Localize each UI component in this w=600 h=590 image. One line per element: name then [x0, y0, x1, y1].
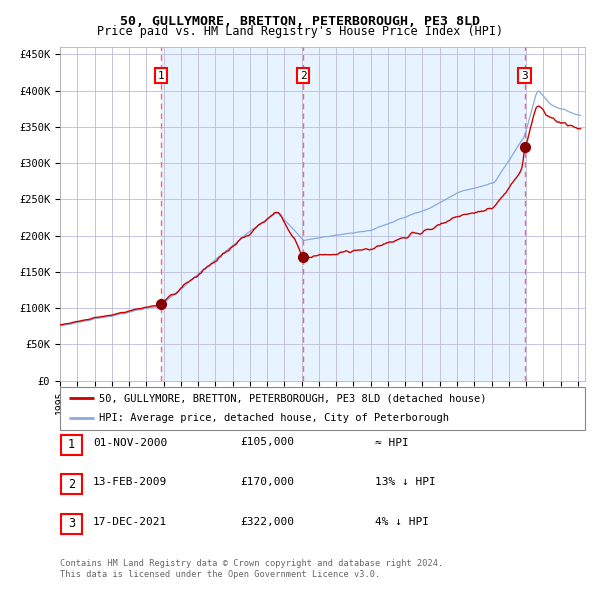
- Text: 13-FEB-2009: 13-FEB-2009: [93, 477, 167, 487]
- Text: ≈ HPI: ≈ HPI: [375, 438, 409, 447]
- Text: HPI: Average price, detached house, City of Peterborough: HPI: Average price, detached house, City…: [100, 414, 449, 424]
- Text: Contains HM Land Registry data © Crown copyright and database right 2024.: Contains HM Land Registry data © Crown c…: [60, 559, 443, 568]
- Text: £322,000: £322,000: [240, 517, 294, 526]
- Text: £105,000: £105,000: [240, 438, 294, 447]
- Text: 50, GULLYMORE, BRETTON, PETERBOROUGH, PE3 8LD: 50, GULLYMORE, BRETTON, PETERBOROUGH, PE…: [120, 15, 480, 28]
- Text: This data is licensed under the Open Government Licence v3.0.: This data is licensed under the Open Gov…: [60, 571, 380, 579]
- Text: £170,000: £170,000: [240, 477, 294, 487]
- Text: 01-NOV-2000: 01-NOV-2000: [93, 438, 167, 447]
- Text: 4% ↓ HPI: 4% ↓ HPI: [375, 517, 429, 526]
- Bar: [161, 47, 524, 381]
- Text: 1: 1: [157, 71, 164, 80]
- Text: 3: 3: [68, 517, 75, 530]
- Text: 2: 2: [300, 71, 307, 80]
- Text: 13% ↓ HPI: 13% ↓ HPI: [375, 477, 436, 487]
- Text: 2: 2: [68, 478, 75, 491]
- Text: Price paid vs. HM Land Registry's House Price Index (HPI): Price paid vs. HM Land Registry's House …: [97, 25, 503, 38]
- Text: 1: 1: [68, 438, 75, 451]
- Text: 17-DEC-2021: 17-DEC-2021: [93, 517, 167, 526]
- Text: 50, GULLYMORE, BRETTON, PETERBOROUGH, PE3 8LD (detached house): 50, GULLYMORE, BRETTON, PETERBOROUGH, PE…: [100, 393, 487, 403]
- Text: 3: 3: [521, 71, 528, 80]
